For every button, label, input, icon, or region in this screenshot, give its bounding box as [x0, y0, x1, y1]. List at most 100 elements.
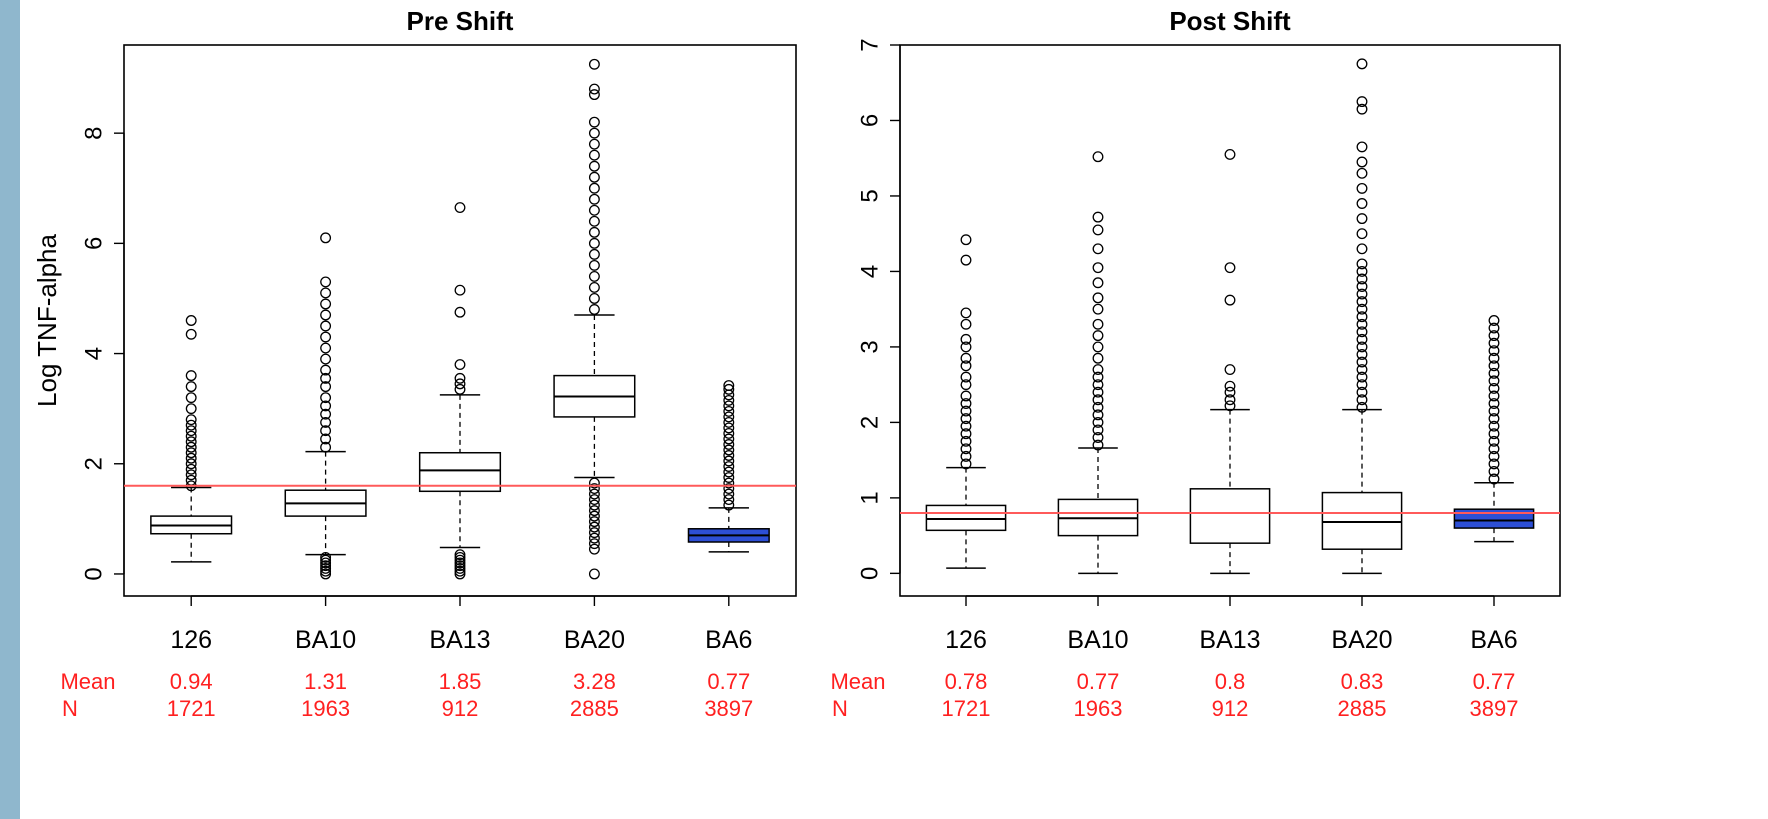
- post-shift-y-tick-label: 6: [857, 114, 884, 127]
- post-shift-outlier-point: [1092, 277, 1104, 289]
- pre-shift-n-value: 2885: [570, 696, 619, 721]
- post-shift-outlier-point: [1224, 386, 1236, 398]
- pre-shift-y-axis-label: Log TNF-alpha: [32, 233, 62, 406]
- pre-shift-outlier-point: [185, 392, 197, 404]
- post-shift-outlier-point: [960, 360, 972, 372]
- pre-shift-y-tick-label: 8: [81, 126, 108, 139]
- pre-shift-outlier-point: [320, 565, 332, 577]
- post-shift-n-row-label: N: [832, 696, 848, 721]
- pre-shift-outlier-point: [320, 287, 332, 299]
- pre-shift-title: Pre Shift: [407, 6, 514, 36]
- pre-shift-outlier-point: [454, 306, 466, 318]
- pre-shift-mean-value: 0.77: [707, 669, 750, 694]
- post-shift-outlier-point: [1092, 330, 1104, 342]
- pre-shift-outlier-point: [454, 359, 466, 371]
- post-shift-mean-value: 0.77: [1077, 669, 1120, 694]
- post-shift-y-tick-label: 7: [857, 38, 884, 51]
- post-shift-outlier-point: [1092, 371, 1104, 383]
- pre-shift-outlier-point: [588, 488, 600, 500]
- pre-shift-mean-value: 1.31: [304, 669, 347, 694]
- pre-shift-outlier-point: [723, 444, 735, 456]
- post-shift-outlier-point: [1224, 294, 1236, 306]
- post-shift-outlier-point: [1356, 213, 1368, 225]
- pre-shift-outlier-point: [454, 565, 466, 577]
- pre-shift-outlier-point: [185, 469, 197, 481]
- post-shift-outlier-point: [1356, 288, 1368, 300]
- post-shift-outlier-point: [960, 398, 972, 409]
- post-shift-outlier-point: [1356, 394, 1368, 406]
- pre-shift-outlier-point: [588, 83, 600, 95]
- post-shift-outlier-point: [1092, 416, 1104, 428]
- pre-shift-outlier-point: [723, 433, 735, 445]
- post-shift-outlier-point: [1092, 439, 1104, 451]
- post-shift-outlier-point: [1488, 330, 1500, 342]
- post-shift-outlier-point: [960, 333, 972, 345]
- post-shift-outlier-point: [1092, 352, 1104, 364]
- post-shift-outlier-point: [1092, 341, 1104, 353]
- post-shift-outlier-point: [1356, 296, 1368, 308]
- post-shift-n-value: 2885: [1338, 696, 1387, 721]
- pre-shift-x-tick-label: BA6: [705, 626, 752, 654]
- post-shift-outlier-point: [1488, 390, 1500, 402]
- post-shift-mean-value: 0.83: [1341, 669, 1384, 694]
- post-shift-outlier-point: [960, 405, 972, 417]
- post-shift-outlier-point: [1488, 428, 1500, 440]
- post-shift-outlier-point: [1356, 356, 1368, 368]
- post-shift-outlier-point: [1356, 379, 1368, 391]
- pre-shift-outlier-point: [588, 521, 600, 533]
- pre-shift-outlier-point: [723, 405, 735, 417]
- pre-shift-outlier-point: [723, 472, 735, 483]
- pre-shift-panel: Pre Shift Log TNF-alpha 0 2 4 6 8 126 BA10 BA13 BA…: [32, 6, 797, 721]
- pre-shift-outlier-point: [588, 494, 600, 506]
- post-shift-y-tick-label: 1: [857, 491, 884, 504]
- post-shift-n-value: 1721: [942, 696, 991, 721]
- pre-shift-outlier-point: [588, 248, 600, 260]
- post-shift-x-tick-label: BA6: [1470, 626, 1517, 654]
- pre-shift-outlier-point: [320, 331, 332, 343]
- post-shift-outlier-point: [1356, 303, 1368, 315]
- post-shift-mean-row-label: Mean: [830, 669, 885, 694]
- post-shift-outlier-point: [1488, 398, 1500, 409]
- pre-shift-outlier-point: [320, 568, 332, 580]
- post-shift-outlier-point: [1488, 352, 1500, 364]
- pre-shift-x-tick-label: BA10: [295, 626, 356, 654]
- post-shift-y-tick-label: 5: [857, 189, 884, 202]
- post-shift-outlier-point: [1356, 198, 1368, 209]
- pre-shift-outlier-point: [723, 494, 735, 506]
- post-shift-outlier-point: [1488, 375, 1500, 387]
- post-shift-outlier-point: [1092, 262, 1104, 274]
- post-shift-outlier-point: [1356, 371, 1368, 383]
- pre-shift-outlier-point: [588, 182, 600, 194]
- post-shift-outlier-point: [1356, 103, 1368, 115]
- pre-shift-outlier-point: [723, 461, 735, 472]
- post-shift-outlier-point: [1224, 262, 1236, 274]
- post-shift-outlier-point: [1092, 151, 1104, 163]
- post-shift-outlier-point: [1356, 141, 1368, 153]
- pre-shift-outlier-point: [723, 488, 735, 500]
- pre-shift-outlier-point: [454, 560, 466, 572]
- pre-shift-outlier-point: [588, 527, 600, 539]
- pre-shift-outlier-point: [320, 320, 332, 332]
- post-shift-outlier-point: [1488, 450, 1500, 462]
- post-shift-outlier-point: [1356, 167, 1368, 179]
- post-shift-outlier-point: [1356, 326, 1368, 338]
- pre-shift-outlier-point: [320, 298, 332, 310]
- pre-shift-outlier-point: [723, 455, 735, 467]
- pre-shift-outlier-point: [320, 408, 332, 420]
- post-shift-outlier-point: [1092, 424, 1104, 436]
- pre-shift-outlier-point: [454, 563, 466, 574]
- post-shift-outlier-point: [1488, 413, 1500, 425]
- pre-shift-outlier-point: [723, 439, 735, 450]
- post-shift-outlier-point: [1092, 401, 1104, 413]
- post-shift-outlier-point: [960, 254, 972, 266]
- post-shift-n-value: 912: [1212, 696, 1249, 721]
- pre-shift-outlier-point: [588, 270, 600, 282]
- post-shift-x-tick-label: BA13: [1199, 626, 1260, 654]
- post-shift-outlier-point: [1488, 367, 1500, 379]
- post-shift-outlier-point: [1488, 322, 1500, 334]
- pre-shift-outlier-point: [723, 394, 735, 406]
- pre-shift-outlier-point: [588, 532, 600, 544]
- pre-shift-outlier-point: [588, 116, 600, 128]
- post-shift-outlier-point: [960, 307, 972, 319]
